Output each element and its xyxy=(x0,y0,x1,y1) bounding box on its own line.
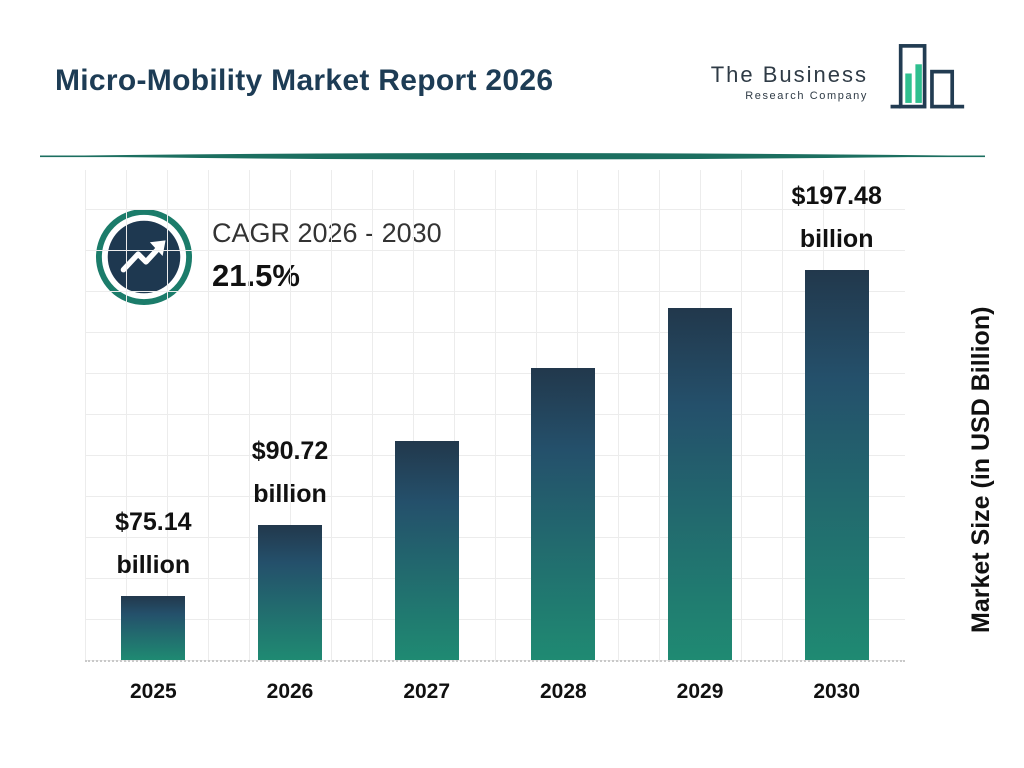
x-axis-label-2026: 2026 xyxy=(266,680,314,703)
bar-2029 xyxy=(668,308,733,660)
x-axis-label-2030: 2030 xyxy=(813,680,861,703)
bar-2025 xyxy=(121,596,186,660)
header-divider xyxy=(40,150,985,164)
logo-name: The Business xyxy=(710,61,868,87)
x-axis-label-2027: 2027 xyxy=(403,680,451,703)
bar-column-2029 xyxy=(632,170,769,660)
bar-2026 xyxy=(258,525,322,660)
bar-column-2027 xyxy=(358,170,495,660)
bar-column-2028 xyxy=(495,170,632,660)
y-axis-title: Market Size (in USD Billion) xyxy=(967,306,995,634)
company-logo: The Business Research Company xyxy=(711,40,966,123)
logo-subname: Research Company xyxy=(745,89,868,102)
bar-value-label-2026: $90.72 billion xyxy=(251,436,329,509)
page-title: Micro-Mobility Market Report 2026 xyxy=(55,64,554,97)
bar-value-label-2030: $197.48 billion xyxy=(791,181,882,254)
bar-column-2030: $197.48 billion xyxy=(768,170,905,660)
bar-column-2025: $75.14 billion xyxy=(85,170,222,660)
x-axis-label-2028: 2028 xyxy=(539,680,587,703)
bar-column-2026: $90.72 billion xyxy=(222,170,359,660)
x-axis-label-2025: 2025 xyxy=(129,680,177,703)
chart-plot-area: $75.14 billion $90.72 billion $197.48 billion xyxy=(85,170,905,662)
bar-2028 xyxy=(531,368,596,660)
years-row: 2025 2026 2027 2028 2029 2030 xyxy=(85,680,905,704)
bar-chart-logo-icon xyxy=(874,40,966,123)
bar-value-label-2025: $75.14 billion xyxy=(115,507,192,580)
logo-text: The Business Research Company xyxy=(711,62,868,102)
bars-row: $75.14 billion $90.72 billion $197.48 billion xyxy=(85,170,905,660)
x-axis-label-2029: 2029 xyxy=(676,680,724,703)
bar-2030 xyxy=(804,270,869,660)
bar-2027 xyxy=(394,441,459,660)
